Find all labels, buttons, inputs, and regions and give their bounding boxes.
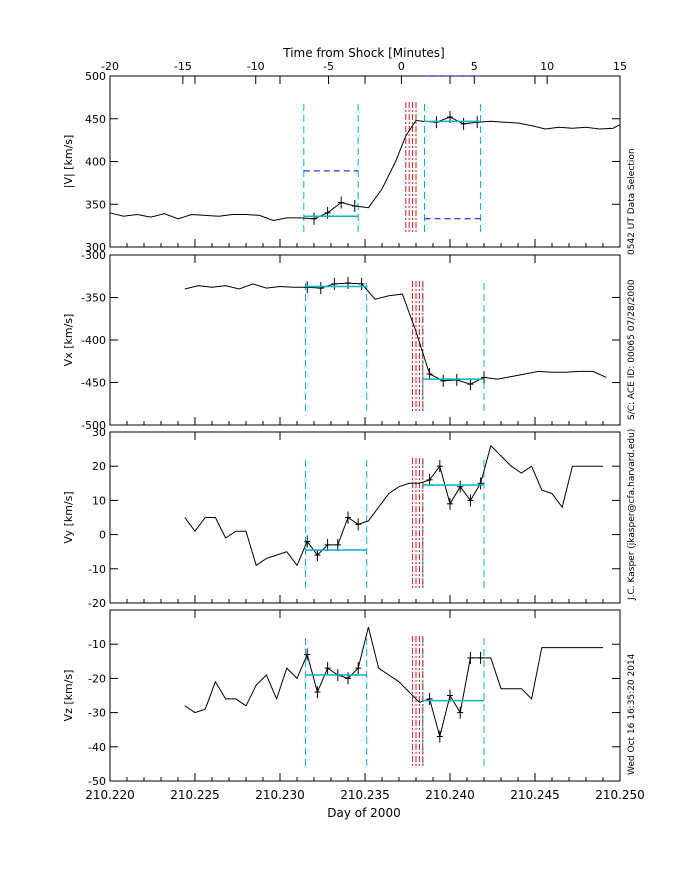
y-tick-label: -30: [88, 707, 106, 720]
annotation-author: J.C. Kasper (jkasper@cfa.harvard.edu): [627, 429, 637, 601]
y-tick-label: 0: [99, 529, 106, 542]
y-tick-label: 30: [92, 426, 106, 439]
x-tick-label: 210.225: [170, 788, 220, 802]
panel-vx: [109, 254, 621, 426]
y-tick-label: 400: [85, 156, 106, 169]
y-tick-label: -20: [88, 597, 106, 610]
panel-vy: [109, 431, 621, 604]
data-series-line: [184, 626, 603, 739]
data-series-line: [184, 444, 603, 567]
panel-frame: [109, 431, 621, 604]
top-tick-label: 5: [471, 60, 478, 73]
y-tick-label: 350: [85, 198, 106, 211]
y-axis-label: Vy [km/s]: [62, 491, 75, 543]
y-tick-label: 10: [92, 494, 106, 507]
x-tick-label: 210.240: [425, 788, 475, 802]
y-axis-label: |V| [km/s]: [62, 135, 75, 189]
panel-speed: [109, 75, 621, 248]
panel-frame: [109, 75, 621, 248]
x-tick-label: 210.245: [510, 788, 560, 802]
top-tick-label: -20: [101, 60, 119, 73]
annotation-selection: 0542 UT Data Selection: [627, 148, 637, 255]
annotation-timestamp: Wed Oct 16 16:35:20 2014: [627, 653, 637, 775]
y-tick-label: -400: [81, 334, 106, 347]
bottom-axis-title: Day of 2000: [327, 806, 400, 820]
x-tick-label: 210.235: [340, 788, 390, 802]
top-tick-label: -5: [323, 60, 334, 73]
data-series-line: [109, 116, 621, 222]
panel-vz: [109, 609, 621, 782]
y-tick-label: -10: [88, 638, 106, 651]
y-tick-label: 300: [85, 241, 106, 254]
y-tick-label: -10: [88, 563, 106, 576]
y-tick-label: -450: [81, 377, 106, 390]
y-tick-label: 20: [92, 460, 106, 473]
top-tick-label: -15: [174, 60, 192, 73]
y-tick-label: -50: [88, 775, 106, 788]
y-tick-label: -500: [81, 419, 106, 432]
x-tick-label: 210.230: [255, 788, 305, 802]
x-tick-label: 210.250: [595, 788, 645, 802]
annotation-spacecraft: S/C: ACE ID: 00065 07/28/2000: [627, 279, 637, 420]
y-tick-label: -40: [88, 741, 106, 754]
top-tick-label: 0: [398, 60, 405, 73]
top-axis-title: Time from Shock [Minutes]: [282, 46, 444, 60]
y-tick-label: 450: [85, 113, 106, 126]
y-tick-label: -350: [81, 292, 106, 305]
panel-frame: [109, 609, 621, 782]
x-tick-label: 210.220: [85, 788, 135, 802]
y-tick-label: -300: [81, 249, 106, 262]
top-tick-label: 15: [613, 60, 627, 73]
y-tick-label: 500: [85, 70, 106, 83]
data-series-line: [184, 282, 607, 385]
y-axis-label: Vz [km/s]: [62, 670, 75, 722]
panel-frame: [109, 254, 621, 426]
top-tick-label: 10: [540, 60, 554, 73]
top-tick-label: -10: [247, 60, 265, 73]
y-tick-label: -20: [88, 672, 106, 685]
y-axis-label: Vx [km/s]: [62, 314, 75, 367]
